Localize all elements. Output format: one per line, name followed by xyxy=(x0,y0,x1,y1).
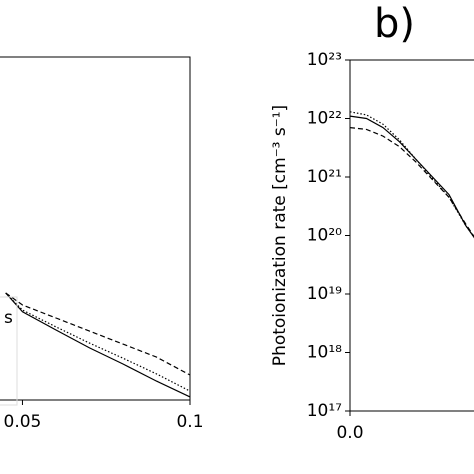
line-series xyxy=(350,111,474,239)
panel-label: b) xyxy=(374,1,415,47)
plot-frame xyxy=(0,56,191,401)
y-tick-label: 10¹⁸ xyxy=(307,343,342,363)
legend-text: s xyxy=(4,308,13,328)
line-series xyxy=(5,292,190,398)
y-tick-label: 10¹⁹ xyxy=(307,284,342,304)
y-tick-label: 10²⁰ xyxy=(307,226,342,246)
y-tick-label: 10¹⁷ xyxy=(307,401,342,421)
x-tick-label: 0.0 xyxy=(336,423,363,443)
x-tick-label: 0.1 xyxy=(176,412,203,432)
y-axis-label: Photoionization rate [cm⁻³ s⁻¹] xyxy=(270,105,290,366)
plot-frame xyxy=(349,59,474,412)
plot-area xyxy=(5,292,190,398)
line-series xyxy=(5,292,190,376)
plot-area xyxy=(350,111,474,239)
y-tick-label: 10²¹ xyxy=(307,167,342,187)
line-series xyxy=(350,127,474,238)
line-series xyxy=(5,292,190,392)
legend-box xyxy=(0,296,18,406)
y-tick-label: 10²² xyxy=(307,109,342,129)
x-tick-label: 0.05 xyxy=(4,412,42,432)
line-series xyxy=(350,115,474,239)
y-tick-label: 10²³ xyxy=(307,50,342,70)
